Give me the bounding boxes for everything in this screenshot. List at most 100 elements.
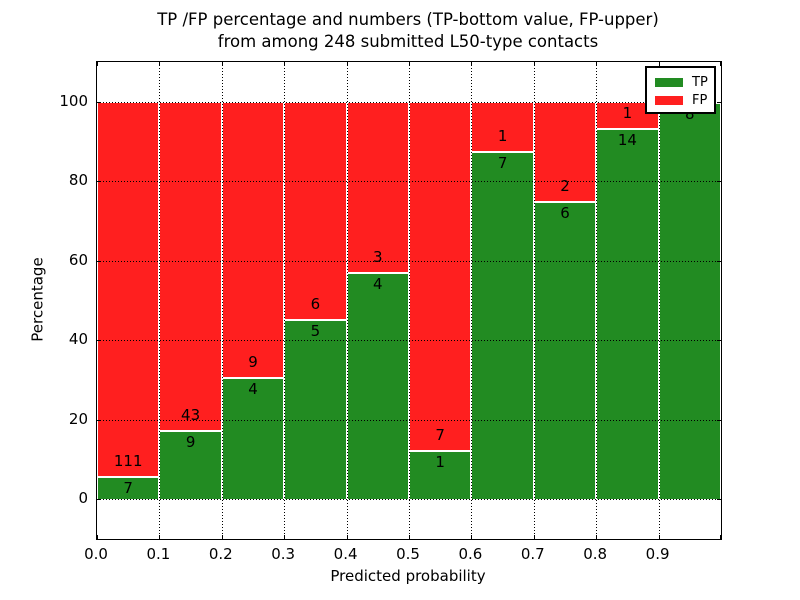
x-tick-mark	[221, 535, 223, 539]
x-tick-mark	[533, 62, 535, 66]
y-tick-label: 20	[68, 409, 88, 428]
x-tick-mark	[720, 62, 721, 66]
tp-count-label: 6	[560, 204, 570, 223]
gridline-vertical	[284, 62, 286, 539]
legend-label-fp: FP	[692, 92, 708, 108]
bar-segment-fp	[159, 101, 222, 431]
x-tick-mark	[471, 62, 473, 66]
x-tick-mark	[284, 535, 286, 539]
chart-title-line1: TP /FP percentage and numbers (TP-bottom…	[157, 10, 659, 29]
y-tick-mark	[717, 101, 721, 103]
x-tick-label: 0.7	[520, 545, 545, 563]
gridline-vertical	[658, 62, 660, 539]
bar-segment-tp	[221, 376, 285, 500]
x-tick-mark	[346, 62, 348, 66]
x-tick-mark	[658, 535, 660, 539]
bar-segment-tp	[284, 318, 347, 500]
bar-segment-fp	[97, 101, 160, 476]
tp-count-label: 7	[497, 154, 508, 173]
gridline-vertical	[221, 62, 223, 539]
gridline-vertical	[596, 62, 598, 539]
fp-count-label: 7	[435, 425, 445, 444]
y-tick-label: 60	[68, 250, 88, 269]
x-tick-label: 0.0	[84, 545, 108, 563]
y-tick-mark	[717, 181, 721, 183]
x-tick-mark	[409, 535, 410, 539]
x-tick-label: 0.2	[208, 545, 233, 563]
x-axis-label: Predicted probability	[330, 567, 486, 585]
bar-segment-fp	[221, 101, 285, 377]
y-tick-label: 100	[59, 91, 88, 110]
y-tick-label: 40	[68, 330, 88, 349]
y-tick-mark	[97, 181, 101, 183]
y-tick-mark	[97, 101, 101, 103]
fp-count-label: 1	[622, 104, 633, 123]
x-tick-mark	[409, 62, 410, 66]
y-tick-mark	[717, 419, 721, 421]
y-axis-label: Percentage	[28, 257, 47, 342]
gridline-vertical	[533, 62, 535, 539]
fp-count-label: 111	[113, 451, 143, 470]
legend-label-tp: TP	[692, 74, 708, 90]
bar-segment-tp	[533, 201, 597, 500]
x-tick-label: 0.5	[396, 545, 420, 563]
x-tick-mark	[471, 535, 473, 539]
y-tick-mark	[717, 260, 721, 262]
chart-title-line2: from among 248 submitted L50-type contac…	[217, 32, 599, 51]
bar-segment-fp	[533, 101, 597, 202]
x-tick-label: 0.8	[583, 545, 608, 563]
bar-segment-tp	[97, 475, 160, 500]
legend-row-tp: TP	[655, 73, 714, 91]
fp-count-label: 43	[181, 406, 201, 425]
bar-segment-tp	[346, 272, 409, 500]
x-tick-label: 0.4	[333, 545, 358, 563]
plot-area: 111743994653471172611408	[96, 61, 722, 540]
gridline-vertical	[346, 62, 348, 539]
x-tick-mark	[346, 535, 348, 539]
tp-count-label: 9	[185, 433, 196, 452]
y-tick-mark	[97, 419, 101, 421]
x-tick-mark	[596, 535, 598, 539]
y-tick-label: 80	[68, 171, 88, 190]
bar-segment-tp	[471, 151, 534, 500]
tp-count-label: 7	[123, 478, 133, 497]
y-tick-mark	[97, 340, 101, 342]
bar-segment-tp	[159, 430, 222, 500]
gridline-vertical	[159, 62, 161, 539]
x-tick-mark	[97, 62, 98, 66]
x-tick-mark	[284, 62, 286, 66]
bar-segment-fp	[409, 101, 472, 450]
fp-swatch-icon	[655, 95, 683, 105]
y-tick-mark	[97, 260, 101, 262]
tp-count-label: 4	[373, 275, 383, 294]
bar-segment-tp	[596, 128, 659, 500]
bar-segment-fp	[346, 101, 409, 273]
fp-count-label: 6	[310, 294, 321, 313]
gridline-vertical	[471, 62, 473, 539]
y-tick-label: 0	[78, 489, 88, 508]
x-tick-mark	[720, 535, 721, 539]
x-tick-label: 0.3	[271, 545, 296, 563]
chart-title: TP /FP percentage and numbers (TP-bottom…	[96, 9, 720, 53]
fp-count-label: 2	[560, 177, 570, 196]
x-tick-label: 0.6	[458, 545, 483, 563]
bar-segment-tp	[658, 101, 721, 500]
fp-count-label: 1	[497, 127, 508, 146]
fp-count-label: 3	[373, 248, 383, 267]
y-tick-mark	[97, 499, 101, 501]
x-tick-label: 0.9	[645, 545, 670, 563]
x-tick-mark	[97, 535, 98, 539]
tp-count-label: 14	[617, 131, 637, 150]
x-tick-mark	[658, 62, 660, 66]
y-tick-mark	[717, 340, 721, 342]
x-tick-mark	[596, 62, 598, 66]
x-tick-label: 0.1	[146, 545, 171, 563]
tp-count-label: 5	[310, 321, 321, 340]
x-tick-mark	[159, 535, 161, 539]
gridline-vertical	[409, 62, 410, 539]
tp-swatch-icon	[655, 77, 683, 87]
bar-segment-fp	[284, 101, 347, 319]
x-tick-mark	[159, 62, 161, 66]
y-tick-mark	[717, 499, 721, 501]
